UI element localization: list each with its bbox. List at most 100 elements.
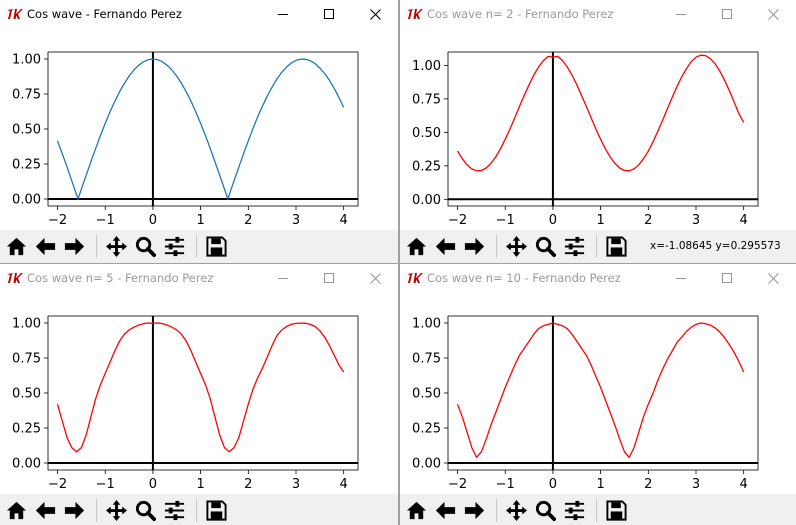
x-tick-label: 0 <box>549 213 557 228</box>
zoom-button[interactable] <box>132 497 159 524</box>
toolbar-separator <box>96 235 97 258</box>
x-tick-label: −2 <box>48 477 67 492</box>
minimize-icon <box>676 278 686 279</box>
x-tick-label: −2 <box>448 477 467 492</box>
x-tick-label: 4 <box>740 477 748 492</box>
pan-button[interactable] <box>503 497 530 524</box>
toolbar-separator <box>596 235 597 258</box>
forward-button[interactable] <box>61 497 88 524</box>
toolbar-separator <box>96 499 97 522</box>
toolbar-separator <box>196 499 197 522</box>
configure-subplots-button[interactable] <box>161 497 188 524</box>
x-tick-label: 2 <box>644 213 652 228</box>
pan-button[interactable] <box>103 497 130 524</box>
x-tick-label: 1 <box>596 213 604 228</box>
zoom-button[interactable] <box>132 233 159 260</box>
back-button[interactable] <box>432 233 459 260</box>
pan-button[interactable] <box>103 233 130 260</box>
home-icon <box>406 237 427 256</box>
configure-subplots-button[interactable] <box>161 233 188 260</box>
zoom-icon <box>535 500 557 522</box>
forward-arrow-icon <box>64 237 85 256</box>
maximize-button[interactable] <box>704 264 750 294</box>
navigation-toolbar <box>400 494 796 525</box>
plot-window: Cos wave - Fernando Perez 0.00 0.25 0.50 0.… <box>0 0 398 263</box>
toolbar-separator <box>196 235 197 258</box>
series-line <box>456 322 745 459</box>
close-button[interactable] <box>750 264 796 294</box>
home-button[interactable] <box>3 497 30 524</box>
forward-button[interactable] <box>61 233 88 260</box>
close-button[interactable] <box>750 0 796 30</box>
plot-canvas[interactable]: 0.00 0.25 0.50 0.75 1.00 −2 −1 0 1 2 3 4 <box>0 294 398 494</box>
pan-button[interactable] <box>503 233 530 260</box>
y-tick-label: 0.50 <box>412 126 441 141</box>
navigation-toolbar: x=-1.08645 y=0.295573 <box>400 230 796 263</box>
x-tick-label: −2 <box>48 213 67 228</box>
forward-arrow-icon <box>464 501 485 520</box>
home-button[interactable] <box>3 233 30 260</box>
minimize-icon <box>676 14 686 15</box>
back-button[interactable] <box>432 497 459 524</box>
tk-logo-icon <box>407 273 423 283</box>
forward-button[interactable] <box>461 497 488 524</box>
series-line <box>56 58 345 200</box>
plot-canvas[interactable]: 0.00 0.25 0.50 0.75 1.00 −2 −1 0 1 2 3 4 <box>0 30 398 230</box>
toolbar-separator <box>496 499 497 522</box>
configure-subplots-icon <box>564 500 585 521</box>
y-tick-label: 1.00 <box>12 53 41 68</box>
save-button[interactable] <box>203 233 230 260</box>
maximize-button[interactable] <box>704 0 750 30</box>
home-button[interactable] <box>403 233 430 260</box>
y-tick-label: 1.00 <box>412 317 441 332</box>
title-bar[interactable]: Cos wave - Fernando Perez <box>0 0 398 30</box>
plot-canvas[interactable]: 0.00 0.25 0.50 0.75 1.00 −2 −1 0 1 2 3 4 <box>400 294 796 494</box>
home-icon <box>6 237 27 256</box>
minimize-button[interactable] <box>658 264 704 294</box>
save-button[interactable] <box>603 497 630 524</box>
forward-button[interactable] <box>461 233 488 260</box>
close-button[interactable] <box>352 0 398 30</box>
y-tick-label: 0.75 <box>12 88 41 103</box>
pan-icon <box>505 499 528 522</box>
y-tick-label: 1.00 <box>12 317 41 332</box>
axes-frame <box>447 51 759 207</box>
x-tick-label: 3 <box>692 213 700 228</box>
x-tick-label: 2 <box>644 477 652 492</box>
configure-subplots-icon <box>164 500 185 521</box>
x-tick-label: −1 <box>96 213 115 228</box>
back-button[interactable] <box>32 233 59 260</box>
maximize-button[interactable] <box>306 0 352 30</box>
title-bar[interactable]: Cos wave n= 10 - Fernando Perez <box>400 264 796 294</box>
window-title: Cos wave n= 5 - Fernando Perez <box>27 271 214 285</box>
minimize-button[interactable] <box>658 0 704 30</box>
series-line <box>456 54 745 172</box>
save-button[interactable] <box>603 233 630 260</box>
window-title: Cos wave - Fernando Perez <box>27 7 182 21</box>
back-arrow-icon <box>35 237 56 256</box>
y-tick-label: 1.00 <box>412 59 441 74</box>
close-icon <box>768 273 779 284</box>
home-button[interactable] <box>403 497 430 524</box>
maximize-button[interactable] <box>306 264 352 294</box>
title-bar[interactable]: Cos wave n= 2 - Fernando Perez <box>400 0 796 30</box>
x-tick-label: −1 <box>496 477 515 492</box>
window-border <box>0 263 796 264</box>
pan-icon <box>105 499 128 522</box>
configure-subplots-button[interactable] <box>561 233 588 260</box>
minimize-button[interactable] <box>260 0 306 30</box>
zoom-button[interactable] <box>532 497 559 524</box>
close-button[interactable] <box>352 264 398 294</box>
configure-subplots-button[interactable] <box>561 497 588 524</box>
window-title: Cos wave n= 10 - Fernando Perez <box>427 271 621 285</box>
zoom-icon <box>135 236 157 258</box>
tk-logo-icon <box>7 9 23 19</box>
title-bar[interactable]: Cos wave n= 5 - Fernando Perez <box>0 264 398 294</box>
back-button[interactable] <box>32 497 59 524</box>
zoom-button[interactable] <box>532 233 559 260</box>
zoom-icon <box>535 236 557 258</box>
minimize-button[interactable] <box>260 264 306 294</box>
plot-canvas[interactable]: 0.00 0.25 0.50 0.75 1.00 −2 −1 0 1 2 3 4 <box>400 30 796 230</box>
forward-arrow-icon <box>64 501 85 520</box>
save-button[interactable] <box>203 497 230 524</box>
